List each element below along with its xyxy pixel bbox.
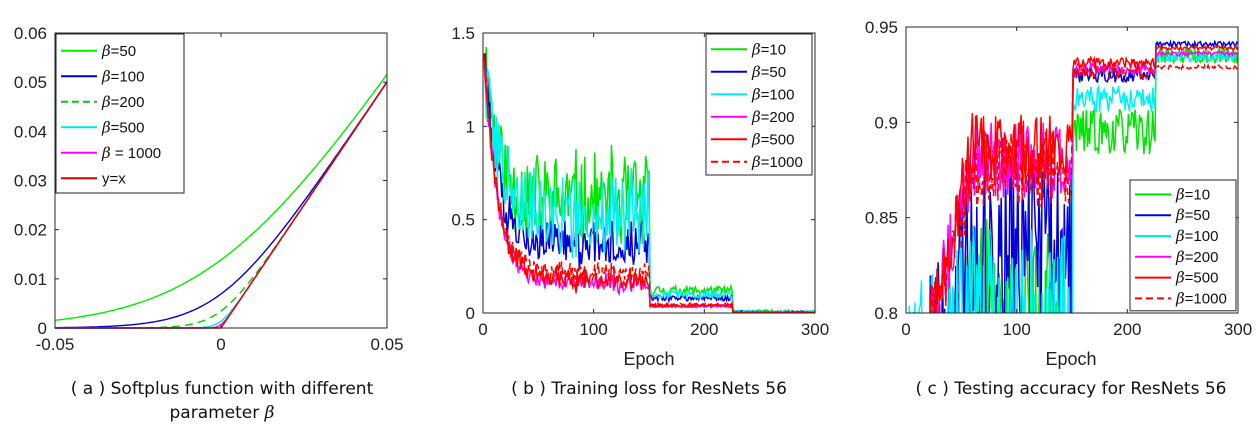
series-line bbox=[930, 62, 1238, 313]
softplus-legend: β=50 β=100 β=200 β=500 β = 1000 y=x bbox=[55, 33, 185, 194]
y-tick-label: 0.03 bbox=[14, 172, 47, 191]
legend-entry: y=x bbox=[102, 170, 126, 187]
series-line bbox=[54, 73, 388, 321]
y-tick-label: 0.05 bbox=[14, 73, 47, 92]
x-tick-label: 0 bbox=[901, 320, 910, 339]
y-tick-label: 0.9 bbox=[874, 113, 898, 132]
y-tick-label: 0.5 bbox=[451, 211, 475, 230]
legend-entry: β=50 bbox=[101, 42, 136, 60]
series-line bbox=[483, 53, 815, 313]
y-tick-label: 0 bbox=[466, 304, 475, 323]
legend-entry: β=500 bbox=[751, 130, 794, 148]
axes-box bbox=[905, 26, 1239, 314]
series-line bbox=[55, 81, 388, 329]
x-tick-label: 200 bbox=[1113, 320, 1141, 339]
x-tick-label: 100 bbox=[1002, 320, 1030, 339]
xlabel-b: Epoch bbox=[623, 349, 674, 369]
xlabel-c: Epoch bbox=[1045, 349, 1096, 369]
series-group bbox=[908, 39, 1238, 313]
y-tick-label: 0.95 bbox=[865, 18, 898, 37]
y-tick-label: 0.02 bbox=[14, 221, 47, 240]
axes-box bbox=[482, 32, 816, 314]
legend-entry: β=1000 bbox=[751, 153, 803, 171]
legend-entry: β=200 bbox=[101, 93, 144, 111]
legend-entry: β=100 bbox=[101, 67, 144, 85]
caption-a-line2: parameter β bbox=[170, 403, 275, 423]
legend-entry: β=10 bbox=[751, 40, 786, 58]
caption-c: ( c ) Testing accuracy for ResNets 56 bbox=[916, 379, 1227, 399]
legend-entry: β=200 bbox=[751, 108, 794, 126]
training-loss-legend: β=10 β=50 β=100 β=200 β=500 β=1000 bbox=[705, 33, 813, 176]
x-tick-label: 100 bbox=[579, 320, 607, 339]
y-tick-label: 0 bbox=[38, 319, 47, 338]
series-line bbox=[908, 51, 1238, 313]
legend-entry: β=1000 bbox=[1175, 289, 1227, 307]
x-tick-label: 0 bbox=[478, 320, 487, 339]
caption-b: ( b ) Training loss for ResNets 56 bbox=[511, 379, 787, 399]
y-tick-label: 0.01 bbox=[14, 270, 47, 289]
panel-training-loss: 0 100 200 300 0 0.5 1 1.5 β=10 β=50 β=100 β=200 β=5… bbox=[451, 24, 829, 399]
x-tick-label: 300 bbox=[1224, 320, 1252, 339]
x-tick-label: 0 bbox=[216, 335, 225, 354]
testing-accuracy-legend: β=10 β=50 β=100 β=200 β=500 β=1000 bbox=[1129, 179, 1237, 312]
y-tick-label: 0.85 bbox=[865, 209, 898, 228]
testing-accuracy-plot-area bbox=[908, 39, 1238, 313]
x-tick-label: 0.05 bbox=[370, 335, 403, 354]
legend-entry: β=200 bbox=[1175, 248, 1218, 266]
x-tick-label: -0.05 bbox=[36, 335, 75, 354]
legend-entry: β=10 bbox=[1175, 185, 1210, 203]
y-tick-label: 0.06 bbox=[14, 24, 47, 43]
legend-box bbox=[1129, 179, 1237, 312]
y-tick-label: 0.8 bbox=[874, 304, 898, 323]
y-tick-label: 0.04 bbox=[14, 122, 47, 141]
legend-box bbox=[55, 33, 185, 194]
legend-entry: β=50 bbox=[751, 63, 786, 81]
testing-accuracy-axes: 0 100 200 300 0.8 0.85 0.9 0.95 bbox=[865, 18, 1252, 339]
legend-entry: β=100 bbox=[1175, 227, 1218, 245]
x-tick-label: 200 bbox=[690, 320, 718, 339]
legend-entry: β=500 bbox=[101, 118, 144, 136]
caption-a-line1: ( a ) Softplus function with different bbox=[71, 379, 374, 399]
legend-entry: β=500 bbox=[1175, 269, 1218, 287]
x-tick-label: 300 bbox=[801, 320, 829, 339]
y-tick-label: 1.5 bbox=[451, 24, 475, 43]
legend-box bbox=[705, 33, 813, 176]
legend-entry: β=100 bbox=[751, 85, 794, 103]
y-tick-label: 1 bbox=[466, 117, 475, 136]
training-loss-axes: 0 100 200 300 0 0.5 1 1.5 bbox=[451, 24, 829, 339]
legend-entry: β = 1000 bbox=[101, 144, 161, 162]
legend-entry: β=50 bbox=[1175, 206, 1210, 224]
